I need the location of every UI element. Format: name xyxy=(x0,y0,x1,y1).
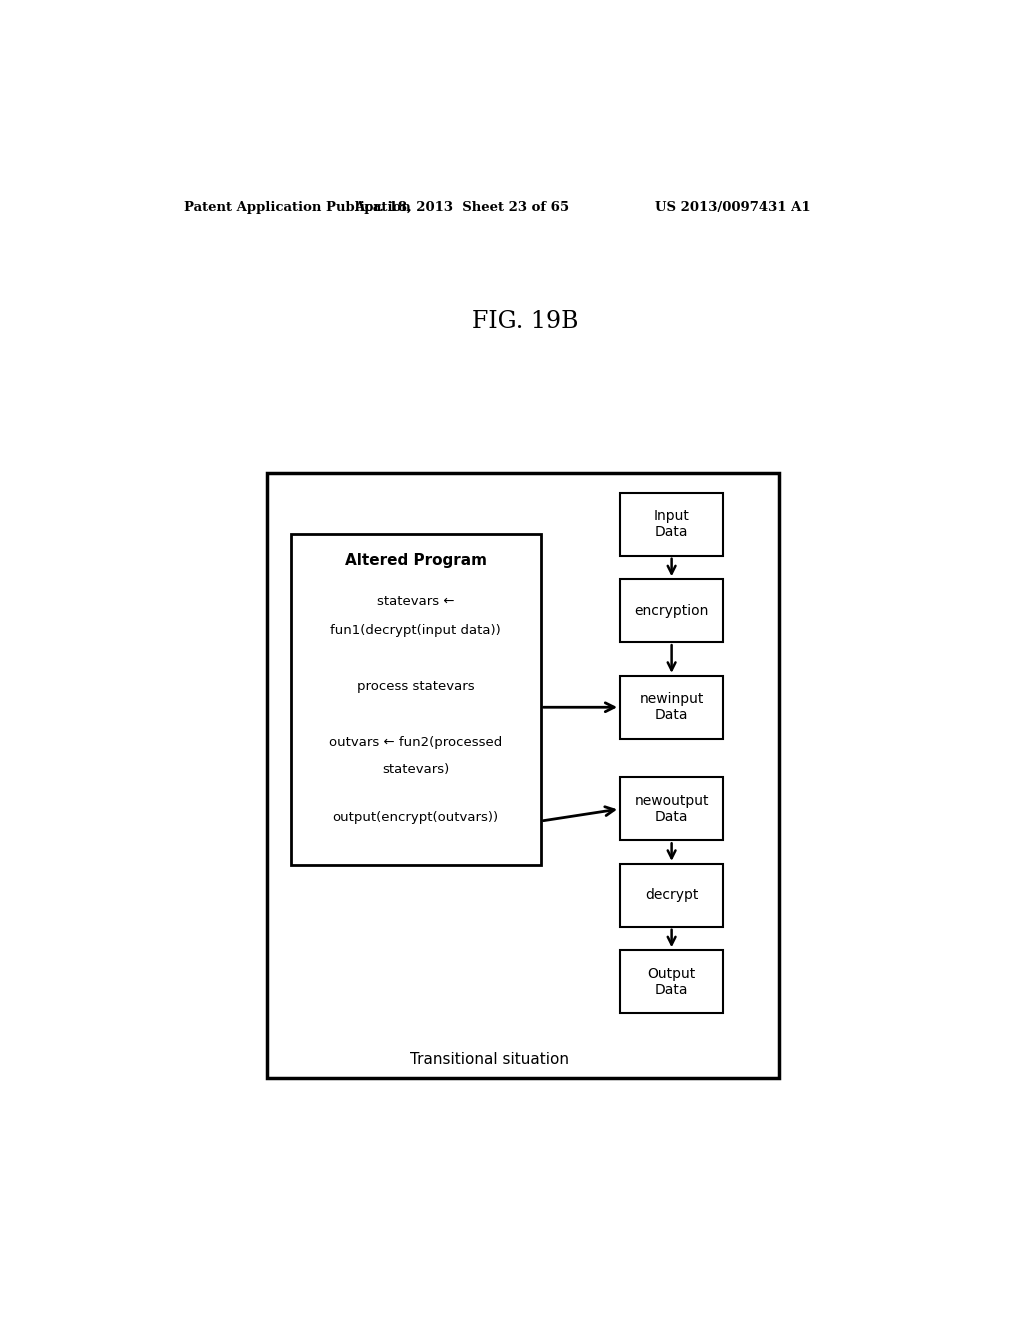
Text: US 2013/0097431 A1: US 2013/0097431 A1 xyxy=(655,201,811,214)
Text: Apr. 18, 2013  Sheet 23 of 65: Apr. 18, 2013 Sheet 23 of 65 xyxy=(353,201,569,214)
Text: Patent Application Publication: Patent Application Publication xyxy=(183,201,411,214)
Text: encryption: encryption xyxy=(635,603,709,618)
Text: Output
Data: Output Data xyxy=(647,966,695,997)
Text: decrypt: decrypt xyxy=(645,888,698,903)
Bar xyxy=(621,777,723,841)
Bar xyxy=(621,676,723,739)
Text: FIG. 19B: FIG. 19B xyxy=(471,309,579,333)
Text: process statevars: process statevars xyxy=(357,680,474,693)
Text: Input
Data: Input Data xyxy=(653,510,689,540)
Text: output(encrypt(outvars)): output(encrypt(outvars)) xyxy=(333,810,499,824)
Bar xyxy=(621,950,723,1014)
Text: fun1(decrypt(input data)): fun1(decrypt(input data)) xyxy=(331,624,501,638)
Text: Transitional situation: Transitional situation xyxy=(410,1052,568,1068)
Text: newinput
Data: newinput Data xyxy=(639,692,703,722)
Text: outvars ← fun2(processed: outvars ← fun2(processed xyxy=(329,735,503,748)
Bar xyxy=(621,863,723,927)
Text: Altered Program: Altered Program xyxy=(345,553,486,568)
Bar xyxy=(621,492,723,556)
Text: statevars): statevars) xyxy=(382,763,450,776)
Bar xyxy=(621,579,723,643)
Text: newoutput
Data: newoutput Data xyxy=(634,793,709,824)
Text: statevars ←: statevars ← xyxy=(377,595,455,609)
Bar xyxy=(291,535,541,865)
Bar xyxy=(267,474,778,1078)
